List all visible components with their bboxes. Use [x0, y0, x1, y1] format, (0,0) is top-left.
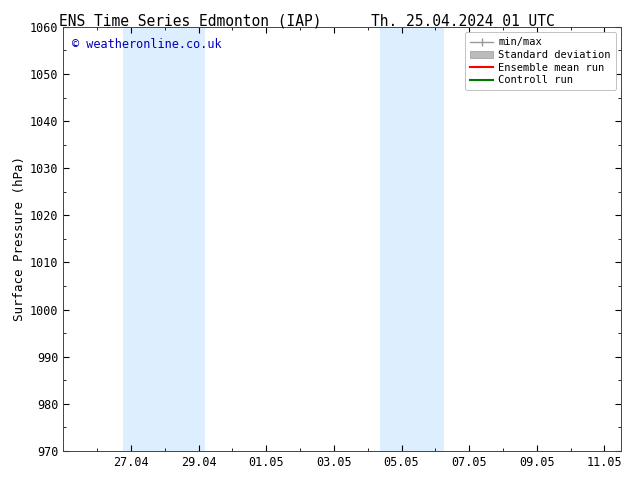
Text: © weatheronline.co.uk: © weatheronline.co.uk — [72, 38, 221, 50]
Bar — [122, 27, 205, 451]
Y-axis label: Surface Pressure (hPa): Surface Pressure (hPa) — [13, 156, 26, 321]
Legend: min/max, Standard deviation, Ensemble mean run, Controll run: min/max, Standard deviation, Ensemble me… — [465, 32, 616, 90]
Text: Th. 25.04.2024 01 UTC: Th. 25.04.2024 01 UTC — [371, 14, 555, 29]
Bar — [380, 27, 444, 451]
Text: ENS Time Series Edmonton (IAP): ENS Time Series Edmonton (IAP) — [59, 14, 321, 29]
